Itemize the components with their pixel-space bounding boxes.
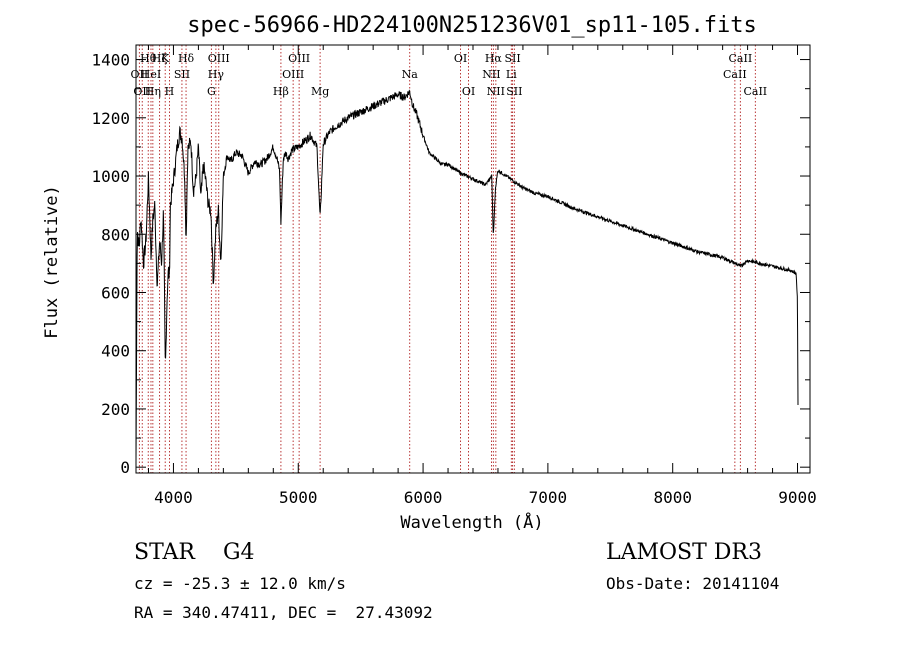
- x-tick-label-4: 8000: [653, 488, 692, 507]
- line-marker-label-2: Hθ: [140, 52, 157, 65]
- y-tick-label-7: 1400: [91, 51, 130, 70]
- line-marker-label-9: Hδ: [178, 52, 195, 65]
- line-marker-label-5: Hζ: [152, 52, 168, 65]
- x-tick-label-1: 5000: [279, 488, 318, 507]
- line-marker-label-15: OIII: [288, 52, 310, 65]
- series-group: [135, 89, 799, 462]
- x-axis-label: Wavelength (Å): [400, 511, 543, 533]
- line-marker-label-25: SII: [506, 85, 522, 98]
- line-marker-label-17: Na: [402, 68, 419, 81]
- y-axis-ticks: 0 200 400 600 800 1000 1200 1400: [91, 51, 810, 477]
- y-tick-label-2: 400: [101, 342, 130, 361]
- y-tick-label-1: 200: [101, 400, 130, 419]
- ra-dec: RA = 340.47411, DEC = 27.43092: [134, 603, 433, 622]
- line-marker-label-26: CaII: [723, 68, 747, 81]
- y-tick-label-0: 0: [120, 458, 130, 477]
- x-tick-label-2: 6000: [404, 488, 443, 507]
- y-axis-label: Flux (relative): [42, 185, 62, 339]
- line-marker-label-27: CaII: [729, 52, 753, 65]
- redshift-cz: cz = -25.3 ± 12.0 km/s: [134, 574, 346, 593]
- line-marker-label-0: OII: [131, 68, 149, 81]
- line-marker-label-16: Mg: [311, 85, 329, 98]
- line-marker-label-8: SII: [174, 68, 190, 81]
- line-marker-label-6: K: [161, 52, 170, 65]
- line-marker-label-12: OIII: [208, 52, 230, 65]
- y-tick-label-3: 600: [101, 283, 130, 302]
- x-tick-label-0: 4000: [154, 488, 193, 507]
- line-marker-label-23: Li: [506, 68, 517, 81]
- y-tick-label-6: 1200: [91, 109, 130, 128]
- line-marker-label-22: NII: [487, 85, 505, 98]
- line-marker-label-3: HeI: [141, 68, 161, 81]
- spectrum-line-0: [135, 89, 799, 462]
- line-marker-label-7: H: [165, 85, 175, 98]
- line-marker-label-10: G: [207, 85, 216, 98]
- line-marker-label-21: Hα: [485, 52, 503, 65]
- line-marker-label-20: NII: [482, 68, 500, 81]
- line-marker-label-24: SII: [504, 52, 520, 65]
- line-marker-label-11: Hγ: [208, 68, 225, 81]
- line-marker-label-18: OI: [454, 52, 467, 65]
- line-marker-label-28: CaII: [743, 85, 767, 98]
- object-class: STAR G4: [134, 540, 255, 565]
- observation-date: Obs-Date: 20141104: [606, 574, 780, 593]
- survey-name: LAMOST DR3: [606, 540, 762, 565]
- y-tick-label-4: 800: [101, 225, 130, 244]
- x-axis-ticks: 4000 5000 6000 7000 8000 9000: [147, 45, 817, 507]
- chart-title: spec-56966-HD224100N251236V01_sp11-105.f…: [187, 13, 757, 38]
- line-marker-label-13: Hβ: [273, 85, 289, 98]
- line-markers: [138, 45, 756, 473]
- line-marker-label-4: Hη: [145, 85, 161, 98]
- line-marker-label-14: OIII: [282, 68, 304, 81]
- line-marker-label-19: OI: [462, 85, 475, 98]
- x-tick-label-5: 9000: [778, 488, 817, 507]
- line-marker-labels: OIIOIIHθHeIHηHζKHSIIHδGHγOIIIHβOIIIOIIIM…: [131, 52, 768, 98]
- x-tick-label-3: 7000: [529, 488, 568, 507]
- plot-frame: [135, 44, 811, 474]
- y-tick-label-5: 1000: [91, 167, 130, 186]
